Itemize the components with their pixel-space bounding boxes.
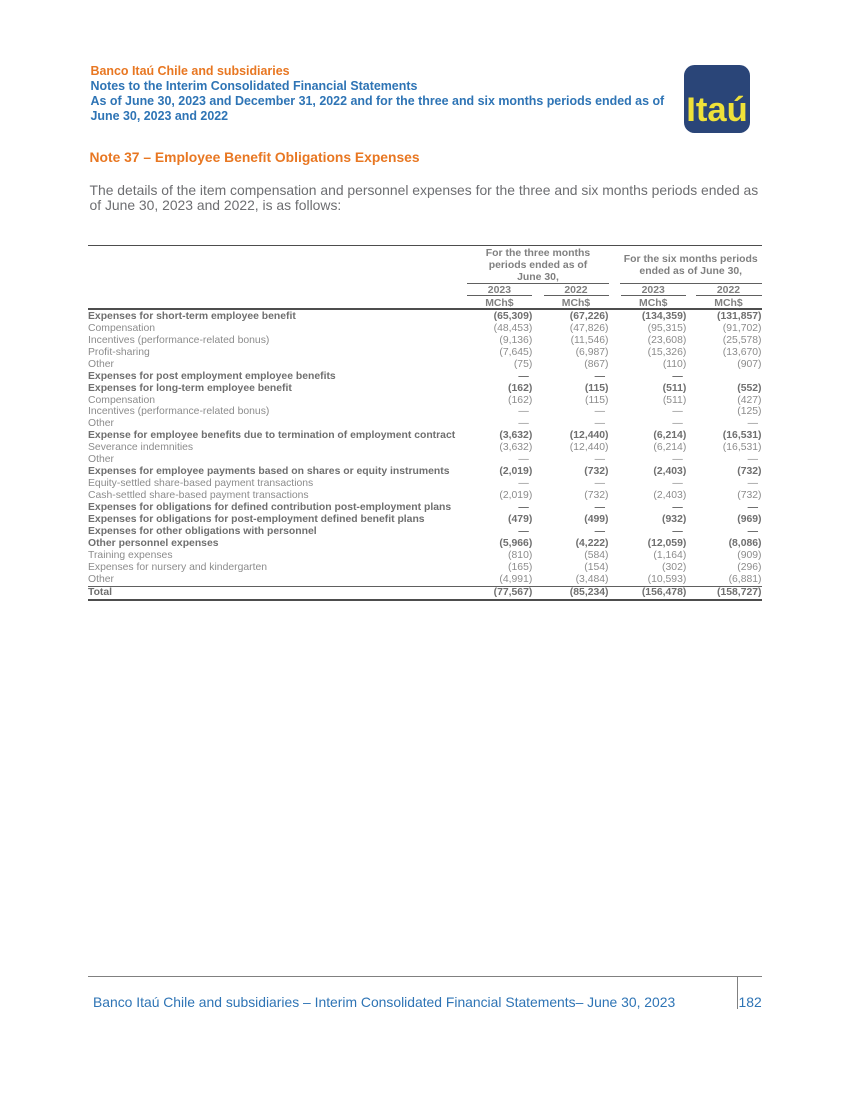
svg-text:Itaú: Itaú xyxy=(686,91,747,129)
